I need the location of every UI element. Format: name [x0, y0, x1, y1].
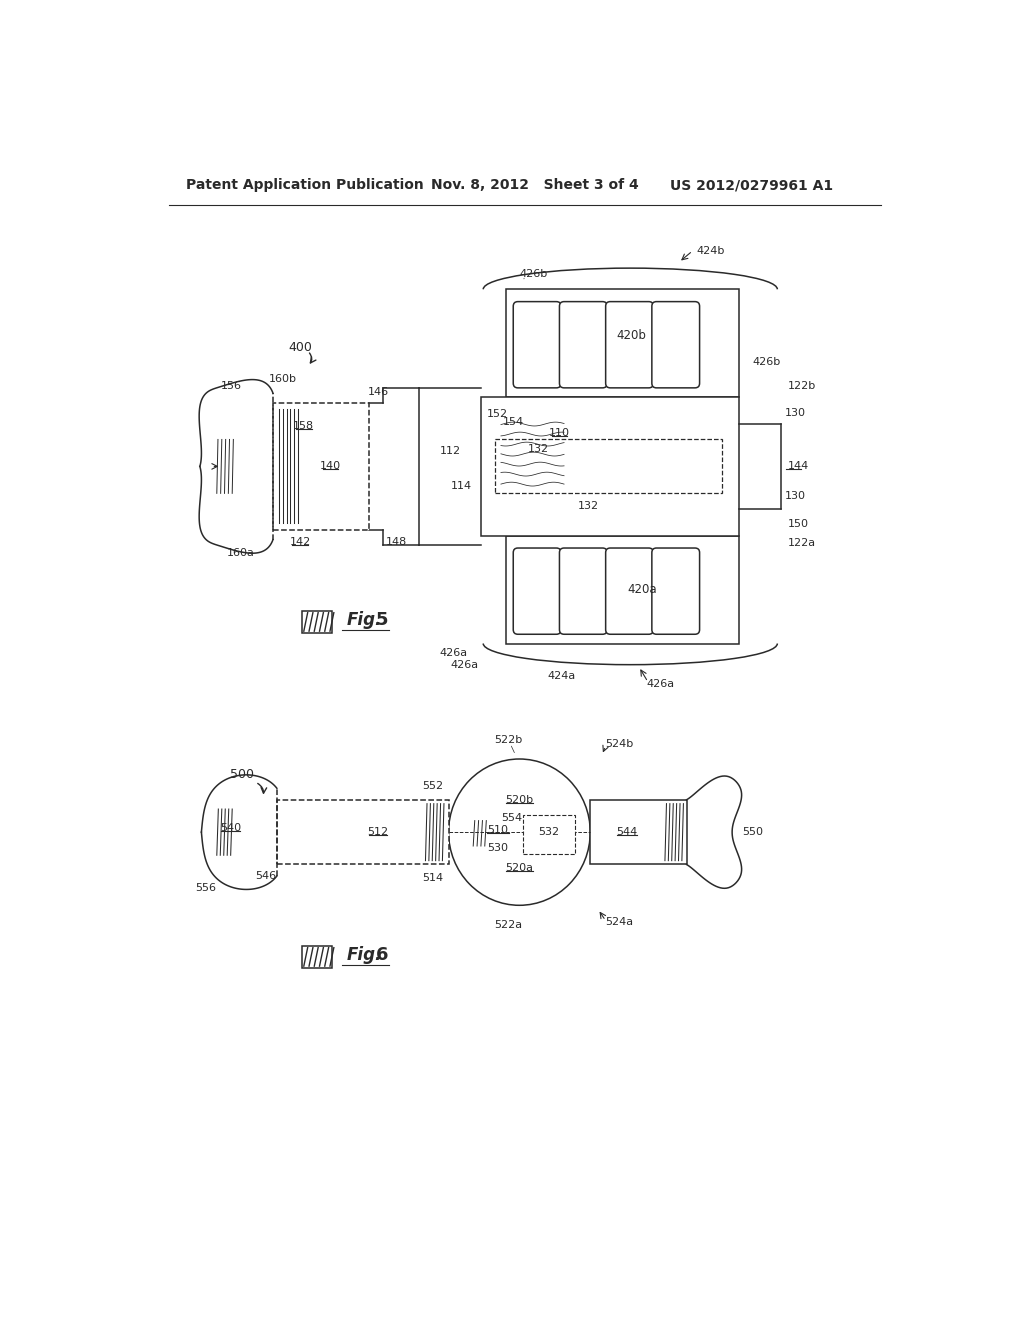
Text: 550: 550 — [742, 828, 763, 837]
Text: 520a: 520a — [506, 863, 534, 874]
Bar — [495, 440, 722, 494]
Bar — [276, 800, 449, 865]
Text: 426b: 426b — [519, 269, 548, 279]
Text: 112: 112 — [439, 446, 461, 455]
Text: Fig.: Fig. — [346, 946, 382, 965]
Text: 146: 146 — [368, 388, 389, 397]
Text: 156: 156 — [221, 380, 243, 391]
Text: Fig.: Fig. — [346, 611, 382, 630]
Text: 552: 552 — [423, 781, 443, 791]
Text: 532: 532 — [538, 828, 559, 837]
Text: Patent Application Publication: Patent Application Publication — [186, 178, 424, 193]
Bar — [481, 397, 739, 536]
Bar — [301, 946, 333, 968]
Text: 110: 110 — [549, 428, 570, 438]
Text: 522b: 522b — [494, 735, 522, 744]
Text: 148: 148 — [386, 537, 407, 546]
Text: 524a: 524a — [605, 917, 634, 927]
Text: 520b: 520b — [506, 795, 534, 805]
Text: 154: 154 — [503, 417, 523, 426]
Text: 158: 158 — [293, 421, 314, 432]
Text: 142: 142 — [290, 537, 310, 546]
FancyBboxPatch shape — [513, 302, 561, 388]
Text: 524b: 524b — [605, 739, 634, 748]
Text: 160b: 160b — [269, 375, 297, 384]
Text: 150: 150 — [787, 519, 808, 529]
Text: 540: 540 — [220, 824, 242, 833]
Text: 122b: 122b — [787, 380, 816, 391]
Text: 400: 400 — [289, 341, 312, 354]
Text: 556: 556 — [196, 883, 216, 892]
Text: 426b: 426b — [753, 358, 781, 367]
Text: 132: 132 — [528, 444, 549, 454]
Text: 426a: 426a — [451, 660, 478, 671]
Text: US 2012/0279961 A1: US 2012/0279961 A1 — [670, 178, 833, 193]
Text: 160a: 160a — [226, 548, 255, 558]
Text: 144: 144 — [787, 462, 809, 471]
Text: 130: 130 — [785, 408, 806, 417]
Text: 522a: 522a — [494, 920, 522, 929]
Text: 514: 514 — [423, 874, 443, 883]
Bar — [506, 536, 739, 644]
FancyBboxPatch shape — [652, 302, 699, 388]
Bar — [273, 404, 370, 529]
Text: 554: 554 — [501, 813, 522, 824]
Text: 530: 530 — [487, 842, 508, 853]
FancyBboxPatch shape — [559, 548, 607, 635]
Text: 424a: 424a — [548, 671, 575, 681]
Text: 132: 132 — [579, 502, 599, 511]
Text: 500: 500 — [230, 768, 254, 781]
Text: 130: 130 — [785, 491, 806, 500]
Text: 152: 152 — [487, 409, 508, 418]
Text: 140: 140 — [321, 462, 341, 471]
Text: 544: 544 — [616, 828, 638, 837]
Bar — [523, 816, 574, 854]
Text: 114: 114 — [452, 480, 472, 491]
Text: Nov. 8, 2012   Sheet 3 of 4: Nov. 8, 2012 Sheet 3 of 4 — [431, 178, 639, 193]
Text: 510: 510 — [487, 825, 508, 834]
Text: 512: 512 — [368, 828, 389, 837]
FancyBboxPatch shape — [652, 548, 699, 635]
Ellipse shape — [449, 759, 590, 906]
Bar — [301, 611, 333, 632]
Text: 426a: 426a — [440, 648, 468, 657]
Text: 420b: 420b — [616, 329, 646, 342]
Text: 426a: 426a — [646, 678, 675, 689]
FancyBboxPatch shape — [513, 548, 561, 635]
Text: 122a: 122a — [787, 539, 815, 548]
Text: 420a: 420a — [628, 583, 657, 597]
Text: 424b: 424b — [696, 246, 725, 256]
FancyBboxPatch shape — [605, 548, 653, 635]
Bar — [590, 800, 686, 865]
Text: 6: 6 — [376, 946, 388, 965]
Text: 546: 546 — [255, 871, 275, 880]
FancyBboxPatch shape — [605, 302, 653, 388]
FancyBboxPatch shape — [559, 302, 607, 388]
Bar — [506, 289, 739, 397]
Text: 5: 5 — [376, 611, 388, 630]
